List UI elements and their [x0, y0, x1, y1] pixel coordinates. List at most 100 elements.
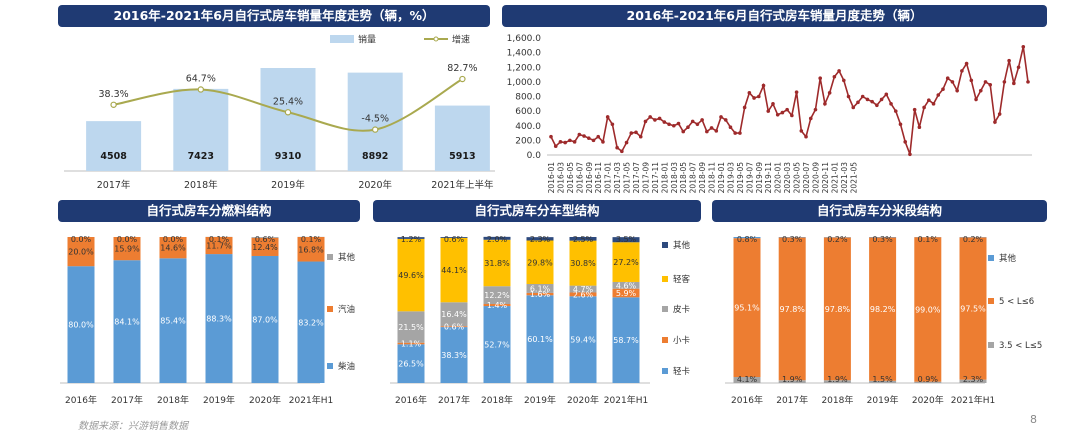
vehicle-segment-label: 3.5% [616, 235, 637, 244]
fuel-x-tick-label: 2019年 [203, 394, 235, 406]
monthly-sales-point [945, 76, 950, 81]
monthly-sales-point [927, 98, 931, 102]
monthly-sales-point [723, 118, 728, 122]
monthly-sales-point [591, 138, 596, 143]
vehicle-segment-label: 30.8% [570, 259, 596, 268]
length-segment [733, 238, 761, 378]
length-legend-label: 3.5 < L≤5 [999, 341, 1042, 351]
vehicle-segment [526, 295, 554, 383]
monthly-sales-point [601, 140, 605, 144]
monthly-sales-point [705, 129, 709, 134]
vehicle-segment [569, 296, 597, 383]
monthly-x-tick-label: 2016-07 [575, 162, 584, 194]
monthly-sales-point [813, 107, 818, 112]
annual-x-tick-label: 2021年上半年 [431, 179, 494, 191]
annual-x-tick-label: 2017年 [97, 179, 131, 191]
monthly-x-tick-label: 2016-05 [566, 162, 575, 194]
length-legend-swatch [988, 342, 994, 348]
monthly-x-tick-label: 2020-09 [811, 162, 820, 194]
monthly-x-tick-label: 2019-03 [726, 162, 735, 194]
monthly-sales-point [856, 100, 860, 105]
vehicle-segment [569, 240, 597, 286]
vehicle-segment-label: 12.2% [484, 291, 510, 300]
monthly-sales-point [620, 149, 624, 154]
annual-bar-value-label: 7423 [188, 151, 214, 162]
annual-bar [347, 72, 403, 171]
monthly-x-tick-label: 2017-01 [604, 162, 613, 194]
vehicle-segment-label: 0.6% [444, 323, 465, 332]
fuel-segment-label: 20.0% [68, 248, 94, 257]
vehicle-legend-label: 皮卡 [673, 304, 691, 315]
fuel-segment-label: 12.4% [252, 243, 278, 252]
monthly-sales-point [917, 125, 922, 130]
length-segment-label: 1.9% [827, 375, 848, 384]
monthly-sales-point [747, 91, 752, 95]
vehicle-segment [569, 285, 597, 293]
vehicle-segment-label: 29.8% [527, 258, 553, 267]
monthly-sales-point [577, 132, 582, 137]
monthly-sales-point [875, 103, 879, 108]
annual-growth-point [110, 101, 117, 108]
monthly-x-tick-label: 2019-01 [717, 162, 726, 194]
length-x-tick-label: 2017年 [776, 394, 808, 406]
monthly-sales-point [624, 140, 629, 145]
length-legend-swatch [988, 298, 994, 304]
vehicle-x-tick-label: 2019年 [524, 394, 556, 406]
monthly-sales-point [988, 83, 993, 87]
monthly-sales-point [785, 107, 789, 112]
monthly-sales-point [1007, 58, 1011, 63]
length-x-tick-label: 2021年H1 [951, 394, 995, 406]
vehicle-segment-label: 1.2% [401, 235, 422, 244]
length-segment-label: 1.9% [782, 375, 803, 384]
monthly-sales-point [686, 125, 690, 130]
monthly-sales-point [936, 93, 941, 97]
monthly-sales-point [681, 129, 686, 134]
monthly-sales-point [752, 96, 756, 100]
fuel-x-tick-label: 2018年 [157, 394, 189, 406]
vehicle-segment-label: 2.6% [573, 290, 594, 299]
monthly-x-tick-label: 2018-01 [660, 162, 669, 194]
vehicle-segment-label: 1.1% [401, 340, 422, 349]
vehicle-legend-swatch [662, 306, 668, 312]
length-segment [733, 237, 761, 239]
vehicle-segment-label: 38.3% [441, 351, 467, 360]
vehicle-legend-swatch [662, 368, 668, 374]
fuel-segment-label: 85.4% [160, 317, 186, 326]
fuel-segment [159, 258, 187, 383]
monthly-sales-point [582, 134, 586, 138]
length-segment [778, 237, 806, 381]
fuel-segment-label: 80.0% [68, 321, 94, 330]
monthly-sales-point [794, 90, 799, 94]
length-x-tick-label: 2018年 [821, 394, 853, 406]
fuel-segment [113, 237, 141, 261]
fuel-segment-label: 0.1% [301, 235, 322, 244]
monthly-sales-point [615, 145, 619, 150]
fuel-chart-title-banner: 自行式房车分燃料结构 [58, 200, 360, 222]
fuel-x-tick-label: 2021年H1 [289, 394, 333, 406]
vehicle-segment [526, 284, 554, 293]
length-x-tick-label: 2016年 [731, 394, 763, 406]
monthly-sales-point [742, 105, 747, 110]
vehicle-segment [612, 237, 640, 243]
fuel-segment-label: 0.6% [255, 235, 276, 244]
vehicle-segment [612, 281, 640, 289]
annual-bar-value-label: 9310 [275, 151, 302, 162]
monthly-sales-point [908, 152, 912, 157]
monthly-y-tick-label: 200.0 [515, 136, 541, 146]
monthly-sales-point [846, 94, 851, 99]
vehicle-segment-label: 4.7% [573, 285, 594, 294]
length-chart-title-banner: 自行式房车分米段结构 [712, 200, 1047, 222]
length-segment-label: 2.3% [963, 375, 984, 384]
monthly-sales-point [657, 116, 662, 121]
vehicle-legend-swatch [662, 337, 668, 343]
monthly-sales-point [893, 109, 898, 113]
annual-x-tick-label: 2019年 [271, 179, 305, 191]
monthly-sales-point [818, 76, 822, 81]
monthly-sales-point [1021, 44, 1026, 49]
monthly-x-tick-label: 2018-07 [689, 162, 698, 194]
length-segment [869, 237, 897, 381]
monthly-sales-point [671, 123, 676, 128]
monthly-sales-point [912, 107, 917, 112]
monthly-x-tick-label: 2017-09 [641, 162, 650, 194]
monthly-x-tick-label: 2019-05 [736, 162, 745, 194]
